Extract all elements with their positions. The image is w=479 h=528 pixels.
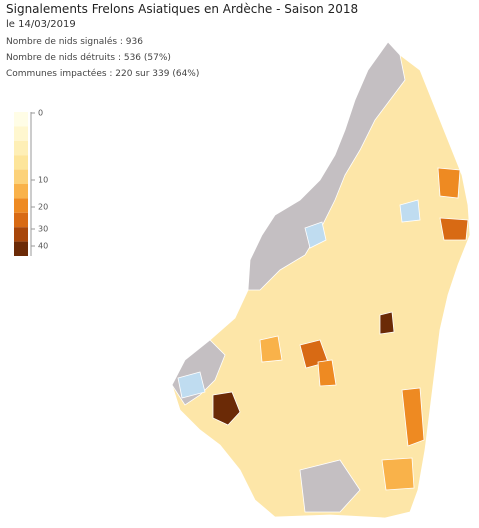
legend-swatch: [14, 184, 28, 199]
commune: [399, 199, 421, 223]
commune: [381, 457, 415, 491]
legend-swatch: [14, 155, 28, 170]
legend-swatch: [14, 112, 28, 127]
no-report-area: [299, 459, 361, 513]
stat: Nombre de nids détruits : 536 (57%): [6, 53, 171, 63]
commune: [304, 221, 327, 249]
department: [171, 41, 471, 519]
legend-tick-label: 30: [38, 225, 48, 234]
legend-tick-label: 40: [38, 242, 48, 251]
legend-tick-label: 20: [38, 203, 48, 212]
commune: [437, 167, 461, 199]
legend-swatch: [14, 212, 28, 228]
legend-swatch: [14, 241, 28, 256]
legend-swatch: [14, 227, 28, 242]
commune: [177, 371, 206, 399]
commune: [317, 359, 337, 387]
map-shapes: [171, 41, 471, 519]
commune: [212, 391, 241, 426]
legend-tick-label: 10: [38, 176, 48, 185]
no-report-area: [247, 41, 406, 291]
commune: [379, 311, 395, 335]
legend-tick-label: 0: [38, 109, 43, 118]
legend-swatch: [14, 198, 28, 213]
legend-swatch: [14, 140, 28, 156]
commune: [439, 217, 469, 241]
commune: [401, 387, 425, 447]
date: le 14/03/2019: [6, 19, 76, 30]
legend-swatch: [14, 169, 28, 184]
stat: Communes impactées : 220 sur 339 (64%): [6, 69, 200, 79]
title: Signalements Frelons Asiatiques en Ardèc…: [6, 2, 359, 16]
stat: Nombre de nids signalés : 936: [6, 37, 143, 47]
legend-swatch: [14, 126, 28, 141]
commune: [259, 335, 283, 363]
